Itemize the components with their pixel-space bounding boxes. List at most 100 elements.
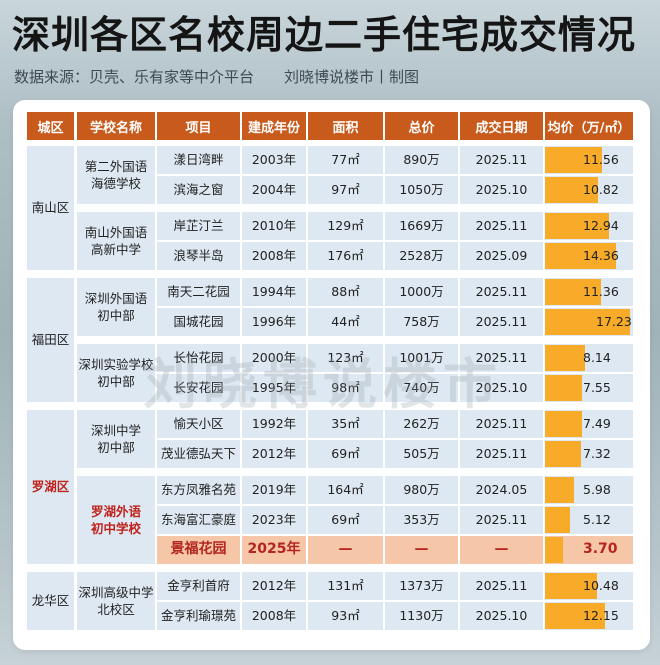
price-cell: 5.12 [545,506,633,534]
district-cell: 南山区 [27,146,74,270]
price-bar [545,573,597,599]
table-cell-area: 93㎡ [308,602,383,630]
table-cell-date: 2025.11 [460,410,543,438]
table-cell-year: 1994年 [242,278,306,306]
price-cell: 3.70 [545,536,633,564]
column-header: 面积 [308,112,383,140]
price-bar [545,507,570,533]
column-header: 成交日期 [460,112,543,140]
table-cell-date: 2025.10 [460,374,543,402]
column-header: 项目 [157,112,240,140]
price-cell: 7.32 [545,440,633,468]
table-cell-project: 长怡花园 [157,344,240,372]
table-cell-project: 景福花园 [157,536,240,564]
table-cell-total: 1669万 [385,212,458,240]
table-cell-area: 131㎡ [308,572,383,600]
table-card: 城区 学校名称 项目 建成年份 面积 总价 成交日期 均价（万/㎡） 南山区 福田区 罗湖区 龙华区 第… [13,100,650,650]
table-cell-date: 2025.10 [460,176,543,204]
price-bar [545,309,630,335]
school-cell: 罗湖外语 初中学校 [77,476,155,564]
price-value: 17.23 [596,314,632,330]
school-name-line: 海德学校 [90,176,141,191]
district-cell: 罗湖区 [27,410,74,564]
price-bar [545,441,581,467]
price-value: 14.36 [583,248,619,264]
price-value: 7.49 [583,416,611,432]
price-bar [545,537,563,563]
table-cell-project: 浪琴半岛 [157,242,240,270]
table-cell-area: 176㎡ [308,242,383,270]
table-cell-total: 1130万 [385,602,458,630]
table-cell-year: 2019年 [242,476,306,504]
table-cell-area: 123㎡ [308,344,383,372]
school-name-line: 深圳高级中学 [78,584,154,600]
credit: 刘晓博说楼市丨制图 [284,68,420,86]
price-bar [545,345,585,371]
school-name-line: 初中部 [97,440,135,455]
table-cell-year: 1992年 [242,410,306,438]
table-cell-area: 35㎡ [308,410,383,438]
table-cell-date: 2024.05 [460,476,543,504]
table-cell-total: 505万 [385,440,458,468]
price-cell: 12.15 [545,602,633,630]
table-cell-date: 2025.10 [460,602,543,630]
price-value: 8.14 [583,350,611,366]
price-value: 3.70 [583,541,618,558]
price-cell: 11.36 [545,278,633,306]
table-cell-project: 愉天小区 [157,410,240,438]
school-name-line: 南山外国语 [84,224,148,240]
table-cell-area: 88㎡ [308,278,383,306]
district-cell: 龙华区 [27,572,74,630]
table-cell-date: 2025.11 [460,308,543,336]
table-cell-date: 2025.11 [460,278,543,306]
school-name-line: 深圳中学 [90,422,141,438]
school-cell: 第二外国语 海德学校 [77,146,155,204]
price-cell: 7.55 [545,374,633,402]
table-cell-project: 长安花园 [157,374,240,402]
price-value: 10.82 [583,182,619,198]
table-cell-area: 44㎡ [308,308,383,336]
table-cell-date: 2025.11 [460,440,543,468]
table-cell-date: — [460,536,543,564]
table-cell-total: — [385,536,458,564]
school-name-line: 深圳外国语 [84,290,148,306]
school-cell: 南山外国语 高新中学 [77,212,155,270]
table-cell-total: 262万 [385,410,458,438]
price-cell: 17.23 [545,308,633,336]
price-value: 7.32 [583,446,611,462]
column-header: 均价（万/㎡） [545,112,633,140]
price-bar [545,477,574,503]
page-title: 深圳各区名校周边二手住宅成交情况 [12,12,637,57]
school-name-line: 初中部 [97,308,135,323]
price-bar [545,213,609,239]
price-cell: 10.82 [545,176,633,204]
table-cell-year: 2008年 [242,242,306,270]
column-header: 学校名称 [77,112,155,140]
table-cell-project: 岸芷汀兰 [157,212,240,240]
table-cell-date: 2025.11 [460,572,543,600]
table-cell-year: 2004年 [242,176,306,204]
table-cell-project: 东海富汇豪庭 [157,506,240,534]
school-cell: 深圳高级中学 北校区 [77,572,155,630]
table-cell-total: 758万 [385,308,458,336]
price-value: 12.94 [583,218,619,234]
table-cell-year: 2000年 [242,344,306,372]
table-cell-total: 740万 [385,374,458,402]
table-cell-project: 滨海之窗 [157,176,240,204]
table-cell-year: 1996年 [242,308,306,336]
table-cell-project: 茂业德弘天下 [157,440,240,468]
table-cell-year: 2010年 [242,212,306,240]
price-value: 11.56 [583,152,619,168]
price-bar [545,279,601,305]
school-name-line: 初中部 [97,374,135,389]
price-value: 5.12 [583,512,611,528]
price-value: 10.48 [583,578,619,594]
table-cell-area: 69㎡ [308,506,383,534]
school-name-line: 罗湖外语 [90,503,141,519]
table-cell-year: 2025年 [242,536,306,564]
price-value: 11.36 [583,284,619,300]
table-cell-project: 东方凤雅名苑 [157,476,240,504]
price-bar [545,243,616,269]
table-cell-total: 1000万 [385,278,458,306]
price-cell: 10.48 [545,572,633,600]
